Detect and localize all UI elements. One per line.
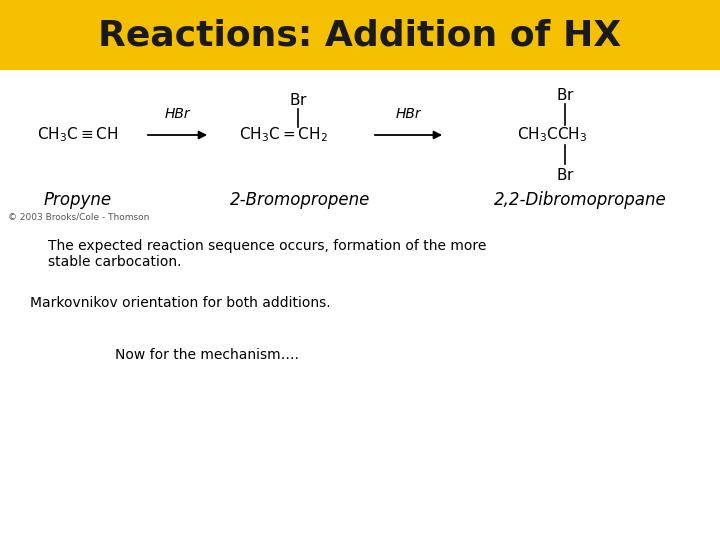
Text: 2-Bromopropene: 2-Bromopropene <box>230 191 370 209</box>
Text: © 2003 Brooks/Cole - Thomson: © 2003 Brooks/Cole - Thomson <box>8 213 149 221</box>
Text: $\mathsf{Br}$: $\mathsf{Br}$ <box>556 87 575 103</box>
Text: $\mathsf{CH_3CCH_3}$: $\mathsf{CH_3CCH_3}$ <box>517 126 587 144</box>
Text: Now for the mechanism….: Now for the mechanism…. <box>115 348 299 362</box>
Text: $\mathsf{Br}$: $\mathsf{Br}$ <box>556 167 575 183</box>
Text: stable carbocation.: stable carbocation. <box>48 255 181 269</box>
Text: Markovnikov orientation for both additions.: Markovnikov orientation for both additio… <box>30 296 330 310</box>
FancyBboxPatch shape <box>0 0 720 70</box>
Text: $\mathsf{CH_3C{\equiv}CH}$: $\mathsf{CH_3C{\equiv}CH}$ <box>37 126 119 144</box>
Text: HBr: HBr <box>165 107 190 121</box>
Text: $\mathsf{Br}$: $\mathsf{Br}$ <box>289 92 307 108</box>
Text: Propyne: Propyne <box>44 191 112 209</box>
Text: HBr: HBr <box>396 107 421 121</box>
Text: $\mathsf{CH_3C{=}CH_2}$: $\mathsf{CH_3C{=}CH_2}$ <box>238 126 328 144</box>
Text: The expected reaction sequence occurs, formation of the more: The expected reaction sequence occurs, f… <box>48 239 487 253</box>
Text: 2,2-Dibromopropane: 2,2-Dibromopropane <box>494 191 667 209</box>
Text: Reactions: Addition of HX: Reactions: Addition of HX <box>99 18 621 52</box>
